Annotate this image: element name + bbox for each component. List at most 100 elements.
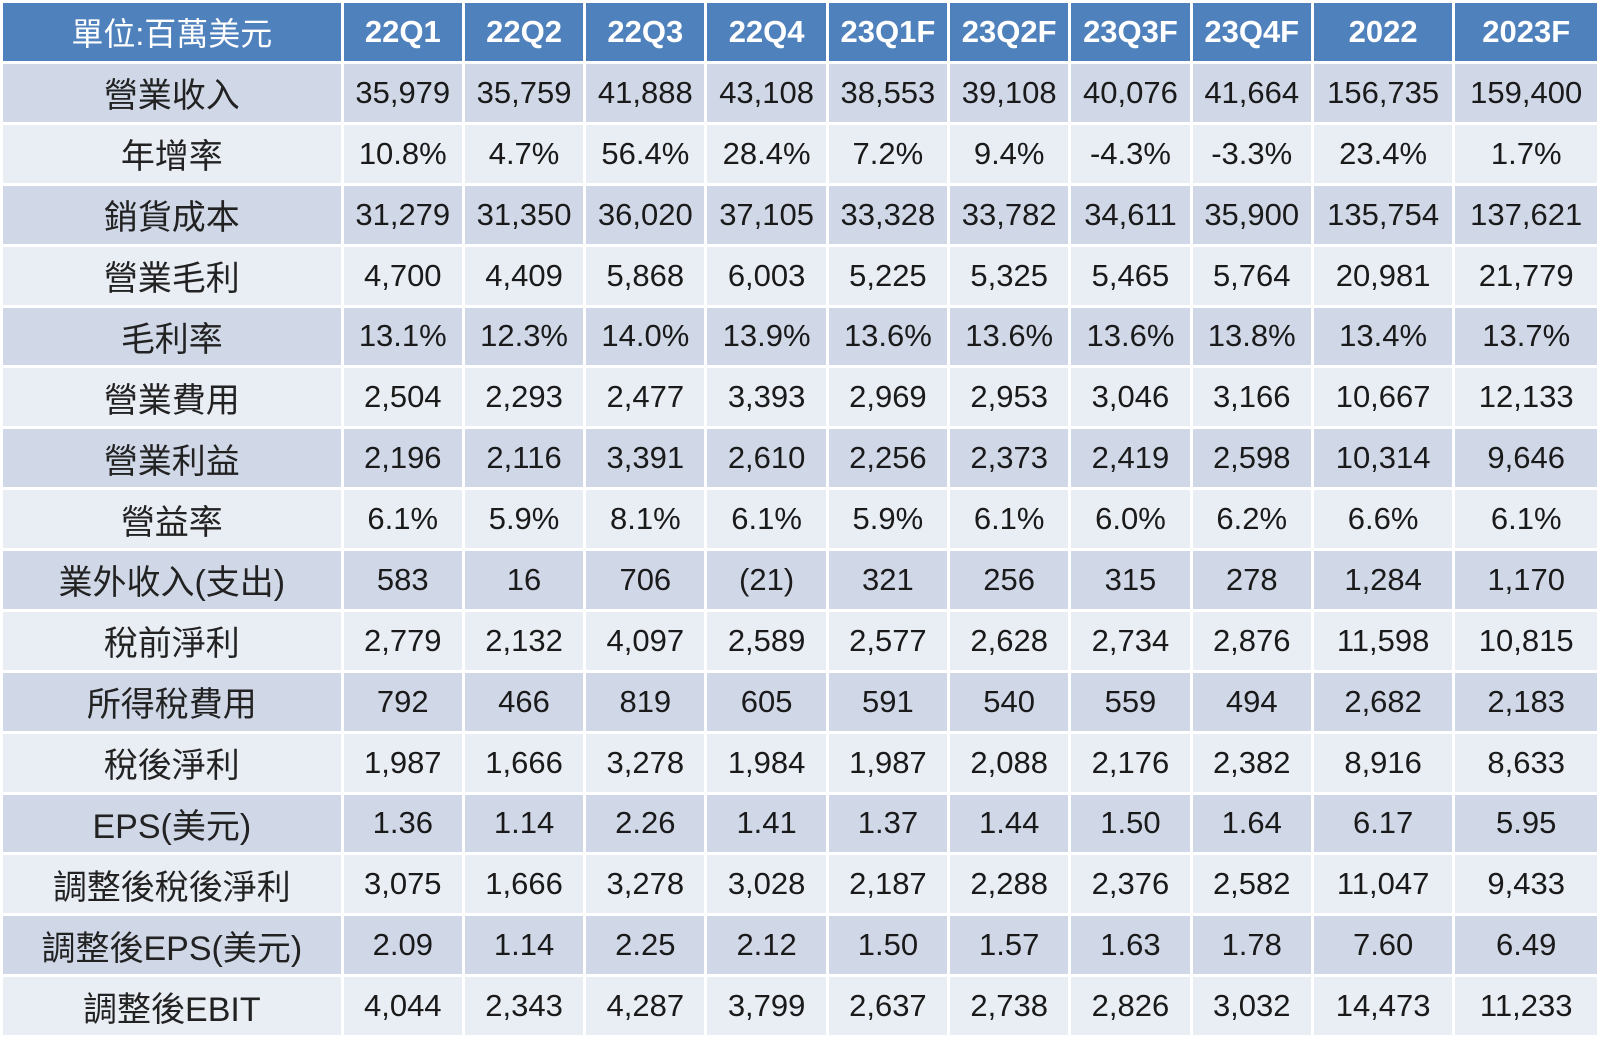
column-header: 22Q4: [704, 0, 829, 64]
table-cell: 6.49: [1452, 913, 1600, 978]
table-cell: 38,553: [825, 61, 951, 125]
table-cell: 256: [947, 548, 1072, 612]
row-label: 業外收入(支出): [0, 548, 344, 612]
table-cell: 10.8%: [340, 121, 465, 186]
table-cell: 14.0%: [583, 304, 708, 369]
table-cell: 36,020: [583, 182, 708, 247]
table-cell: 4,700: [340, 243, 465, 308]
table-cell: 315: [1068, 548, 1193, 612]
row-label: 調整後EPS(美元): [0, 913, 344, 978]
row-label: 年增率: [0, 121, 344, 186]
table-cell: 40,076: [1068, 61, 1193, 125]
table-cell: 1.64: [1189, 791, 1314, 856]
table-cell: 41,888: [583, 61, 708, 125]
table-cell: 35,979: [340, 61, 465, 125]
table-cell: 1.36: [340, 791, 465, 856]
table-cell: 2,343: [461, 974, 587, 1038]
table-cell: 13.6%: [947, 304, 1072, 369]
table-cell: 3,028: [704, 852, 829, 917]
table-cell: 2,598: [1189, 426, 1314, 491]
table-cell: 2,376: [1068, 852, 1193, 917]
column-header: 23Q1F: [825, 0, 951, 64]
table-row: 調整後EBIT 4,044 2,343 4,287 3,799 2,637 2,738 2,8…: [0, 974, 1600, 1038]
row-label: 營業毛利: [0, 243, 344, 308]
table-cell: 2,589: [704, 608, 829, 673]
table-cell: 10,667: [1310, 365, 1456, 430]
table-cell: 2,477: [583, 365, 708, 430]
table-cell: 7.2%: [825, 121, 951, 186]
table-cell: 5,764: [1189, 243, 1314, 308]
table-cell: 1.50: [825, 913, 951, 978]
table-cell: 2,637: [825, 974, 951, 1038]
table-cell: 466: [461, 669, 587, 734]
table-cell: 1,666: [461, 730, 587, 795]
table-cell: 2,187: [825, 852, 951, 917]
table-cell: 1.37: [825, 791, 951, 856]
table-row: 營業利益 2,196 2,116 3,391 2,610 2,256 2,373 2,419 2…: [0, 426, 1600, 491]
table-cell: 3,075: [340, 852, 465, 917]
table-cell: 1.14: [461, 791, 587, 856]
table-cell: 33,328: [825, 182, 951, 247]
table-cell: 2,826: [1068, 974, 1193, 1038]
table-row: 營業毛利 4,700 4,409 5,868 6,003 5,225 5,325 5,465 5…: [0, 243, 1600, 308]
table-cell: 1.7%: [1452, 121, 1600, 186]
table-cell: 8,633: [1452, 730, 1600, 795]
table-cell: 3,278: [583, 852, 708, 917]
table-cell: 35,759: [461, 61, 587, 125]
table-cell: 156,735: [1310, 61, 1456, 125]
table-cell: (21): [704, 548, 829, 612]
table-cell: 35,900: [1189, 182, 1314, 247]
table-cell: 13.4%: [1310, 304, 1456, 369]
table-cell: 3,166: [1189, 365, 1314, 430]
table-cell: 1,987: [340, 730, 465, 795]
table-cell: 278: [1189, 548, 1314, 612]
table-cell: 591: [825, 669, 951, 734]
table-cell: 540: [947, 669, 1072, 734]
row-label: 營益率: [0, 487, 344, 551]
table-cell: 14,473: [1310, 974, 1456, 1038]
table-cell: 2,419: [1068, 426, 1193, 491]
column-header: 22Q2: [461, 0, 587, 64]
table-cell: 2,734: [1068, 608, 1193, 673]
unit-label: 單位:百萬美元: [0, 0, 344, 64]
table-cell: 1,666: [461, 852, 587, 917]
table-cell: 4,287: [583, 974, 708, 1038]
table-cell: 6,003: [704, 243, 829, 308]
table-cell: 9.4%: [947, 121, 1072, 186]
table-cell: -3.3%: [1189, 121, 1314, 186]
table-cell: 31,279: [340, 182, 465, 247]
table-cell: 6.17: [1310, 791, 1456, 856]
table-cell: 5,325: [947, 243, 1072, 308]
table-cell: 1.57: [947, 913, 1072, 978]
table-cell: 2,293: [461, 365, 587, 430]
table-row: 調整後EPS(美元) 2.09 1.14 2.25 2.12 1.50 1.57 1.63 1.…: [0, 913, 1600, 978]
table-cell: 3,046: [1068, 365, 1193, 430]
table-row: 所得稅費用 792 466 819 605 591 540 559 494 2,682 2,183: [0, 669, 1600, 734]
table-cell: 9,433: [1452, 852, 1600, 917]
table-cell: 559: [1068, 669, 1193, 734]
table-body: 營業收入 35,979 35,759 41,888 43,108 38,553 39,108…: [0, 61, 1600, 1038]
table-cell: 10,314: [1310, 426, 1456, 491]
table-cell: 2,382: [1189, 730, 1314, 795]
table-cell: 6.0%: [1068, 487, 1193, 551]
table-cell: 1,170: [1452, 548, 1600, 612]
table-cell: 159,400: [1452, 61, 1600, 125]
table-cell: 13.7%: [1452, 304, 1600, 369]
table-header-row: 單位:百萬美元 22Q1 22Q2 22Q3 22Q4 23Q1F 23Q2F 23Q3F 2…: [0, 0, 1600, 64]
table-cell: 2,373: [947, 426, 1072, 491]
table-cell: 31,350: [461, 182, 587, 247]
table-cell: 1.50: [1068, 791, 1193, 856]
table-cell: 3,799: [704, 974, 829, 1038]
table-cell: 2,196: [340, 426, 465, 491]
table-cell: 1,987: [825, 730, 951, 795]
table-cell: 13.6%: [1068, 304, 1193, 369]
table-cell: 5,465: [1068, 243, 1193, 308]
row-label: 營業利益: [0, 426, 344, 491]
table-cell: 4.7%: [461, 121, 587, 186]
table-row: EPS(美元) 1.36 1.14 2.26 1.41 1.37 1.44 1.50 1.64 6…: [0, 791, 1600, 856]
table-cell: 2,682: [1310, 669, 1456, 734]
table-cell: 2.12: [704, 913, 829, 978]
table-cell: 2,504: [340, 365, 465, 430]
column-header: 22Q1: [340, 0, 465, 64]
table-cell: 2,610: [704, 426, 829, 491]
